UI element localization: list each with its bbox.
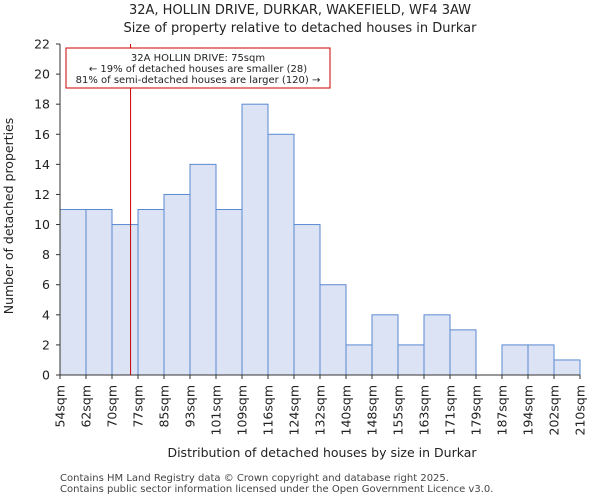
chart-subtitle: Size of property relative to detached ho… (124, 21, 478, 36)
x-tick-label: 124sqm (287, 385, 302, 435)
bar-124sqm (293, 224, 321, 376)
x-ticks-group: 54sqm 62sqm 70sqm 77sqm 85sqm 93sqm 101sqm 109s… (53, 375, 588, 435)
bar-93sqm (189, 163, 217, 376)
bar-70sqm (111, 224, 139, 376)
bar-54sqm (59, 209, 87, 376)
bar-155sqm (397, 344, 425, 376)
x-tick-label: 155sqm (391, 385, 406, 435)
x-tick-label: 202sqm (547, 385, 562, 435)
annotation-line-1: 32A HOLLIN DRIVE: 75sqm (131, 53, 265, 64)
y-tick-label: 0 (42, 368, 50, 383)
bar-148sqm (371, 314, 399, 376)
bar-109sqm (241, 103, 269, 376)
y-tick-label: 12 (34, 187, 50, 202)
y-tick-label: 22 (34, 37, 50, 52)
annotation-line-2: ← 19% of detached houses are smaller (28… (89, 64, 307, 75)
bar-116sqm (267, 133, 295, 376)
footer-attribution-2: Contains public sector information licen… (60, 484, 494, 495)
x-tick-label: 109sqm (235, 385, 250, 435)
bar-187sqm (501, 344, 529, 376)
y-tick-label: 16 (34, 127, 50, 142)
bar-202sqm (553, 359, 581, 376)
x-tick-label: 85sqm (157, 385, 172, 428)
y-tick-label: 20 (34, 67, 50, 82)
y-tick-label: 18 (34, 97, 50, 112)
x-tick-label: 171sqm (443, 385, 458, 435)
x-tick-label: 132sqm (313, 385, 328, 435)
annotation-frame (65, 47, 331, 89)
bar-101sqm (215, 209, 243, 376)
x-tick-label: 194sqm (521, 385, 536, 435)
annotation-box: 32A HOLLIN DRIVE: 75sqm ← 19% of detache… (65, 47, 331, 89)
bar-171sqm (449, 329, 477, 376)
bar-140sqm (345, 344, 373, 376)
x-tick-label: 93sqm (183, 385, 198, 428)
annotation-line-3: 81% of semi-detached houses are larger (… (76, 75, 321, 86)
x-tick-label: 101sqm (209, 385, 224, 435)
x-tick-label: 187sqm (495, 385, 510, 435)
x-tick-label: 62sqm (79, 385, 94, 428)
x-axis-label: Distribution of detached houses by size … (167, 445, 477, 460)
x-tick-label: 148sqm (365, 385, 380, 435)
y-tick-label: 6 (42, 277, 50, 292)
footer-attribution-1: Contains HM Land Registry data © Crown c… (60, 473, 449, 484)
y-axis-label: Number of detached properties (1, 118, 16, 315)
x-tick-label: 210sqm (573, 385, 588, 435)
y-tick-label: 10 (34, 217, 50, 232)
y-tick-label: 4 (42, 307, 50, 322)
x-tick-label: 163sqm (417, 385, 432, 435)
y-tick-label: 2 (42, 337, 50, 352)
x-tick-label: 77sqm (131, 385, 146, 428)
bar-132sqm (319, 284, 347, 376)
chart-title: 32A, HOLLIN DRIVE, DURKAR, WAKEFIELD, WF… (129, 3, 471, 18)
bar-194sqm (527, 344, 555, 376)
y-tick-label: 14 (34, 157, 50, 172)
x-tick-label: 140sqm (339, 385, 354, 435)
bar-62sqm (85, 209, 113, 376)
x-tick-label: 70sqm (105, 385, 120, 428)
bar-85sqm (163, 193, 191, 376)
bar-163sqm (423, 314, 451, 376)
x-tick-label: 179sqm (469, 385, 484, 435)
bars-group (59, 103, 581, 376)
y-ticks-group: 0 2 4 6 8 10 12 14 16 18 20 22 (34, 37, 60, 383)
y-tick-label: 8 (42, 247, 50, 262)
bar-77sqm (137, 209, 165, 376)
x-tick-label: 116sqm (261, 385, 276, 435)
x-tick-label: 54sqm (53, 385, 68, 428)
